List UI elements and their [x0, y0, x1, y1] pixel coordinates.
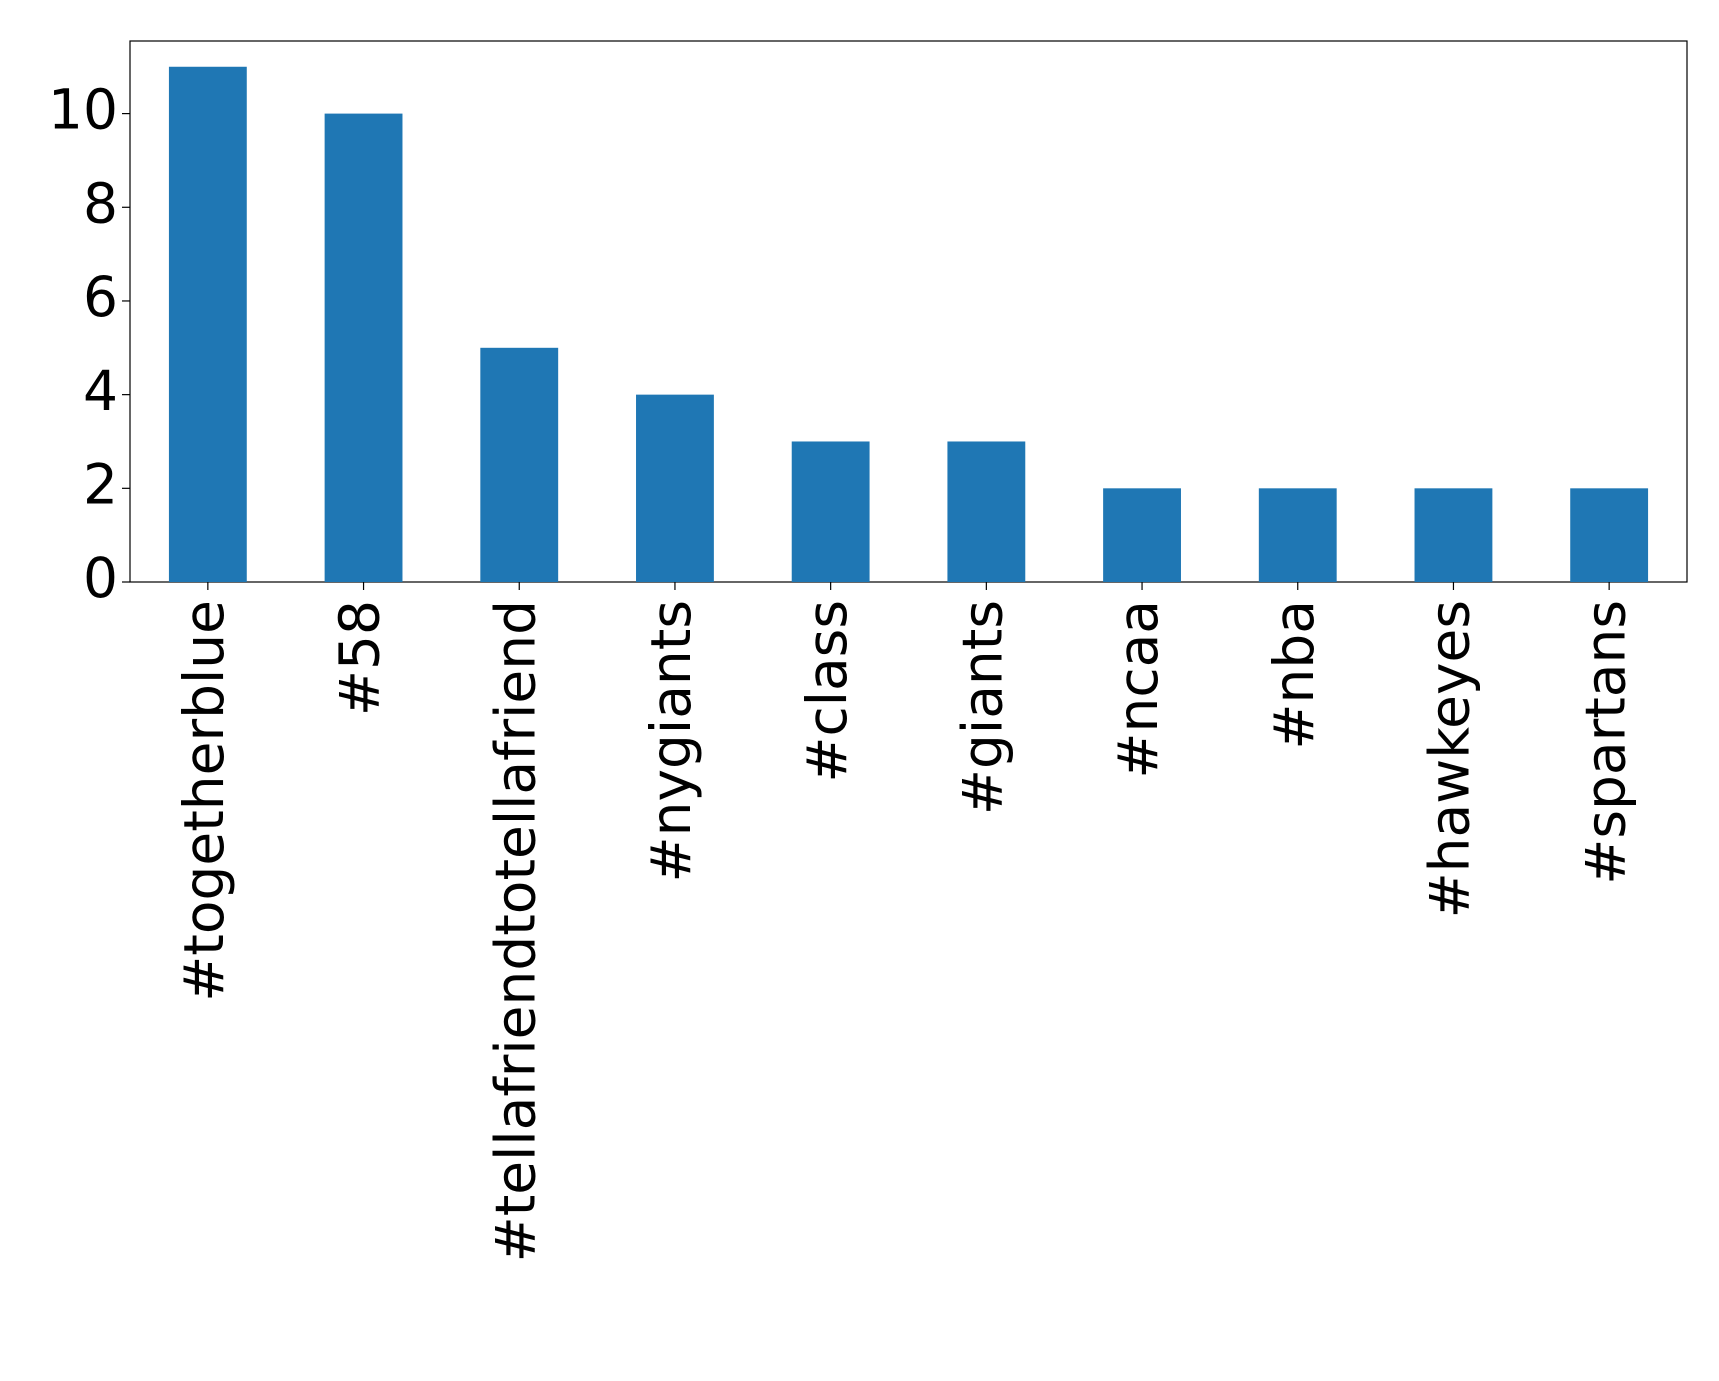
y-tick-label: 0	[83, 546, 118, 610]
x-tick-label: #hawkeyes	[1418, 600, 1482, 918]
bar	[1258, 488, 1337, 582]
y-tick-label: 4	[83, 359, 118, 423]
y-tick-label: 10	[48, 78, 118, 142]
bar	[1570, 488, 1649, 582]
x-tick-label: #togetherblue	[172, 600, 236, 1002]
y-tick-label: 2	[83, 452, 118, 516]
bar	[947, 441, 1026, 582]
y-tick-label: 6	[83, 265, 118, 329]
y-tick-label: 8	[83, 171, 118, 235]
bar	[1414, 488, 1493, 582]
x-tick-label: #giants	[950, 600, 1014, 815]
x-tick-label: #58	[328, 600, 392, 716]
bar	[480, 347, 559, 582]
bar	[168, 66, 247, 582]
bar	[636, 394, 714, 582]
bar	[1103, 488, 1181, 582]
x-tick-label: #nba	[1262, 600, 1326, 750]
bar	[324, 113, 403, 582]
x-tick-label: #tellafriendtotellafriend	[483, 600, 547, 1262]
x-tick-label: #spartans	[1573, 600, 1637, 885]
bar	[791, 441, 870, 582]
x-tick-label: #ncaa	[1106, 600, 1170, 779]
axes-frame	[129, 40, 1688, 583]
x-tick-label: #class	[795, 600, 859, 783]
x-tick-label: #nygiants	[639, 600, 703, 882]
